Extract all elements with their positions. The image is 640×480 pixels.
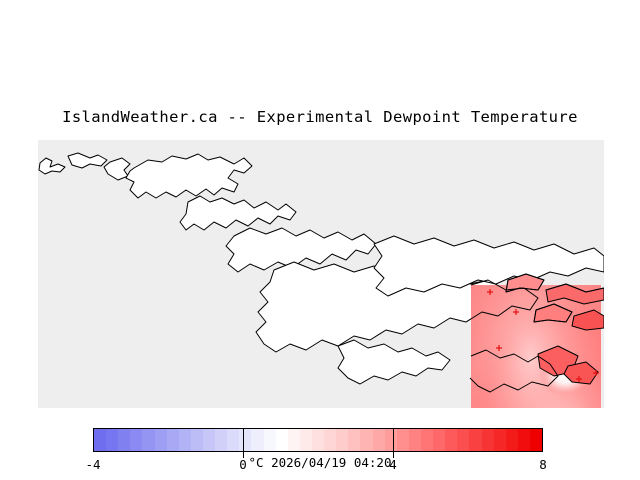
colorbar-swatch-1 — [106, 429, 119, 451]
colorbar-swatch-15 — [275, 429, 288, 451]
colorbar-swatch-8 — [190, 429, 203, 451]
colorbar-label-8: 8 — [539, 457, 547, 472]
colorbar-tick-4 — [393, 428, 394, 458]
colorbar-swatch-4 — [142, 429, 155, 451]
colorbar-swatch-9 — [202, 429, 216, 451]
colorbar-swatch-3 — [130, 429, 143, 451]
colorbar-swatch-16 — [287, 429, 300, 451]
station-marker — [513, 309, 519, 315]
colorbar-swatch-17 — [299, 429, 312, 451]
vancouver-island-south-tail — [337, 339, 451, 385]
station-marker — [496, 345, 502, 351]
landmass-group — [38, 152, 604, 385]
vancouver-island-north — [225, 227, 377, 273]
colorbar-swatch-27 — [420, 429, 434, 451]
colorbar-label--4: -4 — [85, 457, 101, 472]
colorbar-swatch-33 — [493, 429, 506, 451]
colorbar-swatch-20 — [336, 429, 349, 451]
mainland-coast-east — [373, 235, 604, 297]
map-panel[interactable] — [38, 140, 604, 408]
island-nw-1 — [38, 157, 66, 175]
colorbar-caption: °C 2026/04/19 04:20 — [248, 455, 392, 470]
colorbar-swatch-35 — [517, 429, 530, 451]
colorbar-swatch-10 — [215, 429, 228, 451]
colorbar-swatch-29 — [445, 429, 458, 451]
colorbar-swatch-23 — [372, 429, 385, 451]
colorbar-swatch-11 — [227, 429, 240, 451]
colorbar-swatch-0 — [94, 429, 107, 451]
colorbar-swatch-34 — [505, 429, 518, 451]
colorbar-swatch-30 — [457, 429, 470, 451]
colorbar-label-0: 0 — [239, 457, 247, 472]
map-canvas[interactable] — [38, 140, 604, 408]
dewpoint-data-patch — [471, 285, 601, 408]
colorbar-swatch-32 — [481, 429, 494, 451]
mainland-coast-central — [179, 195, 297, 231]
colorbar: -4 0 4 8 — [85, 428, 547, 472]
colorbar-swatch-24 — [384, 429, 397, 451]
colorbar-swatch-25 — [396, 429, 409, 451]
colorbar-swatch-13 — [251, 429, 264, 451]
station-marker — [487, 289, 493, 295]
colorbar-swatch-26 — [408, 429, 421, 451]
colorbar-swatch-19 — [324, 429, 337, 451]
colorbar-swatch-31 — [469, 429, 482, 451]
colorbar-swatch-12 — [239, 429, 252, 451]
colorbar-tick-0 — [242, 428, 244, 458]
colorbar-swatch-18 — [311, 429, 325, 451]
colorbar-swatch-5 — [154, 429, 167, 451]
island-nw-2 — [67, 152, 108, 169]
mainland-coast-nw — [125, 153, 253, 199]
station-marker-group[interactable] — [487, 289, 599, 382]
colorbar-gradient — [93, 428, 543, 452]
colorbar-swatch-22 — [360, 429, 373, 451]
station-marker — [593, 370, 599, 376]
colorbar-swatch-36 — [529, 429, 542, 451]
shaded-island-6 — [563, 361, 599, 385]
colorbar-swatch-28 — [433, 429, 446, 451]
colorbar-swatch-6 — [166, 429, 179, 451]
colorbar-swatch-21 — [348, 429, 361, 451]
coastline-overlay — [465, 273, 604, 393]
colorbar-swatch-14 — [263, 429, 276, 451]
shaded-island-4 — [571, 309, 604, 331]
colorbar-swatch-7 — [178, 429, 191, 451]
page-title: IslandWeather.ca -- Experimental Dewpoin… — [62, 108, 578, 126]
station-marker — [576, 376, 582, 382]
colorbar-swatch-2 — [118, 429, 131, 451]
colorbar-label-4: 4 — [389, 457, 397, 472]
